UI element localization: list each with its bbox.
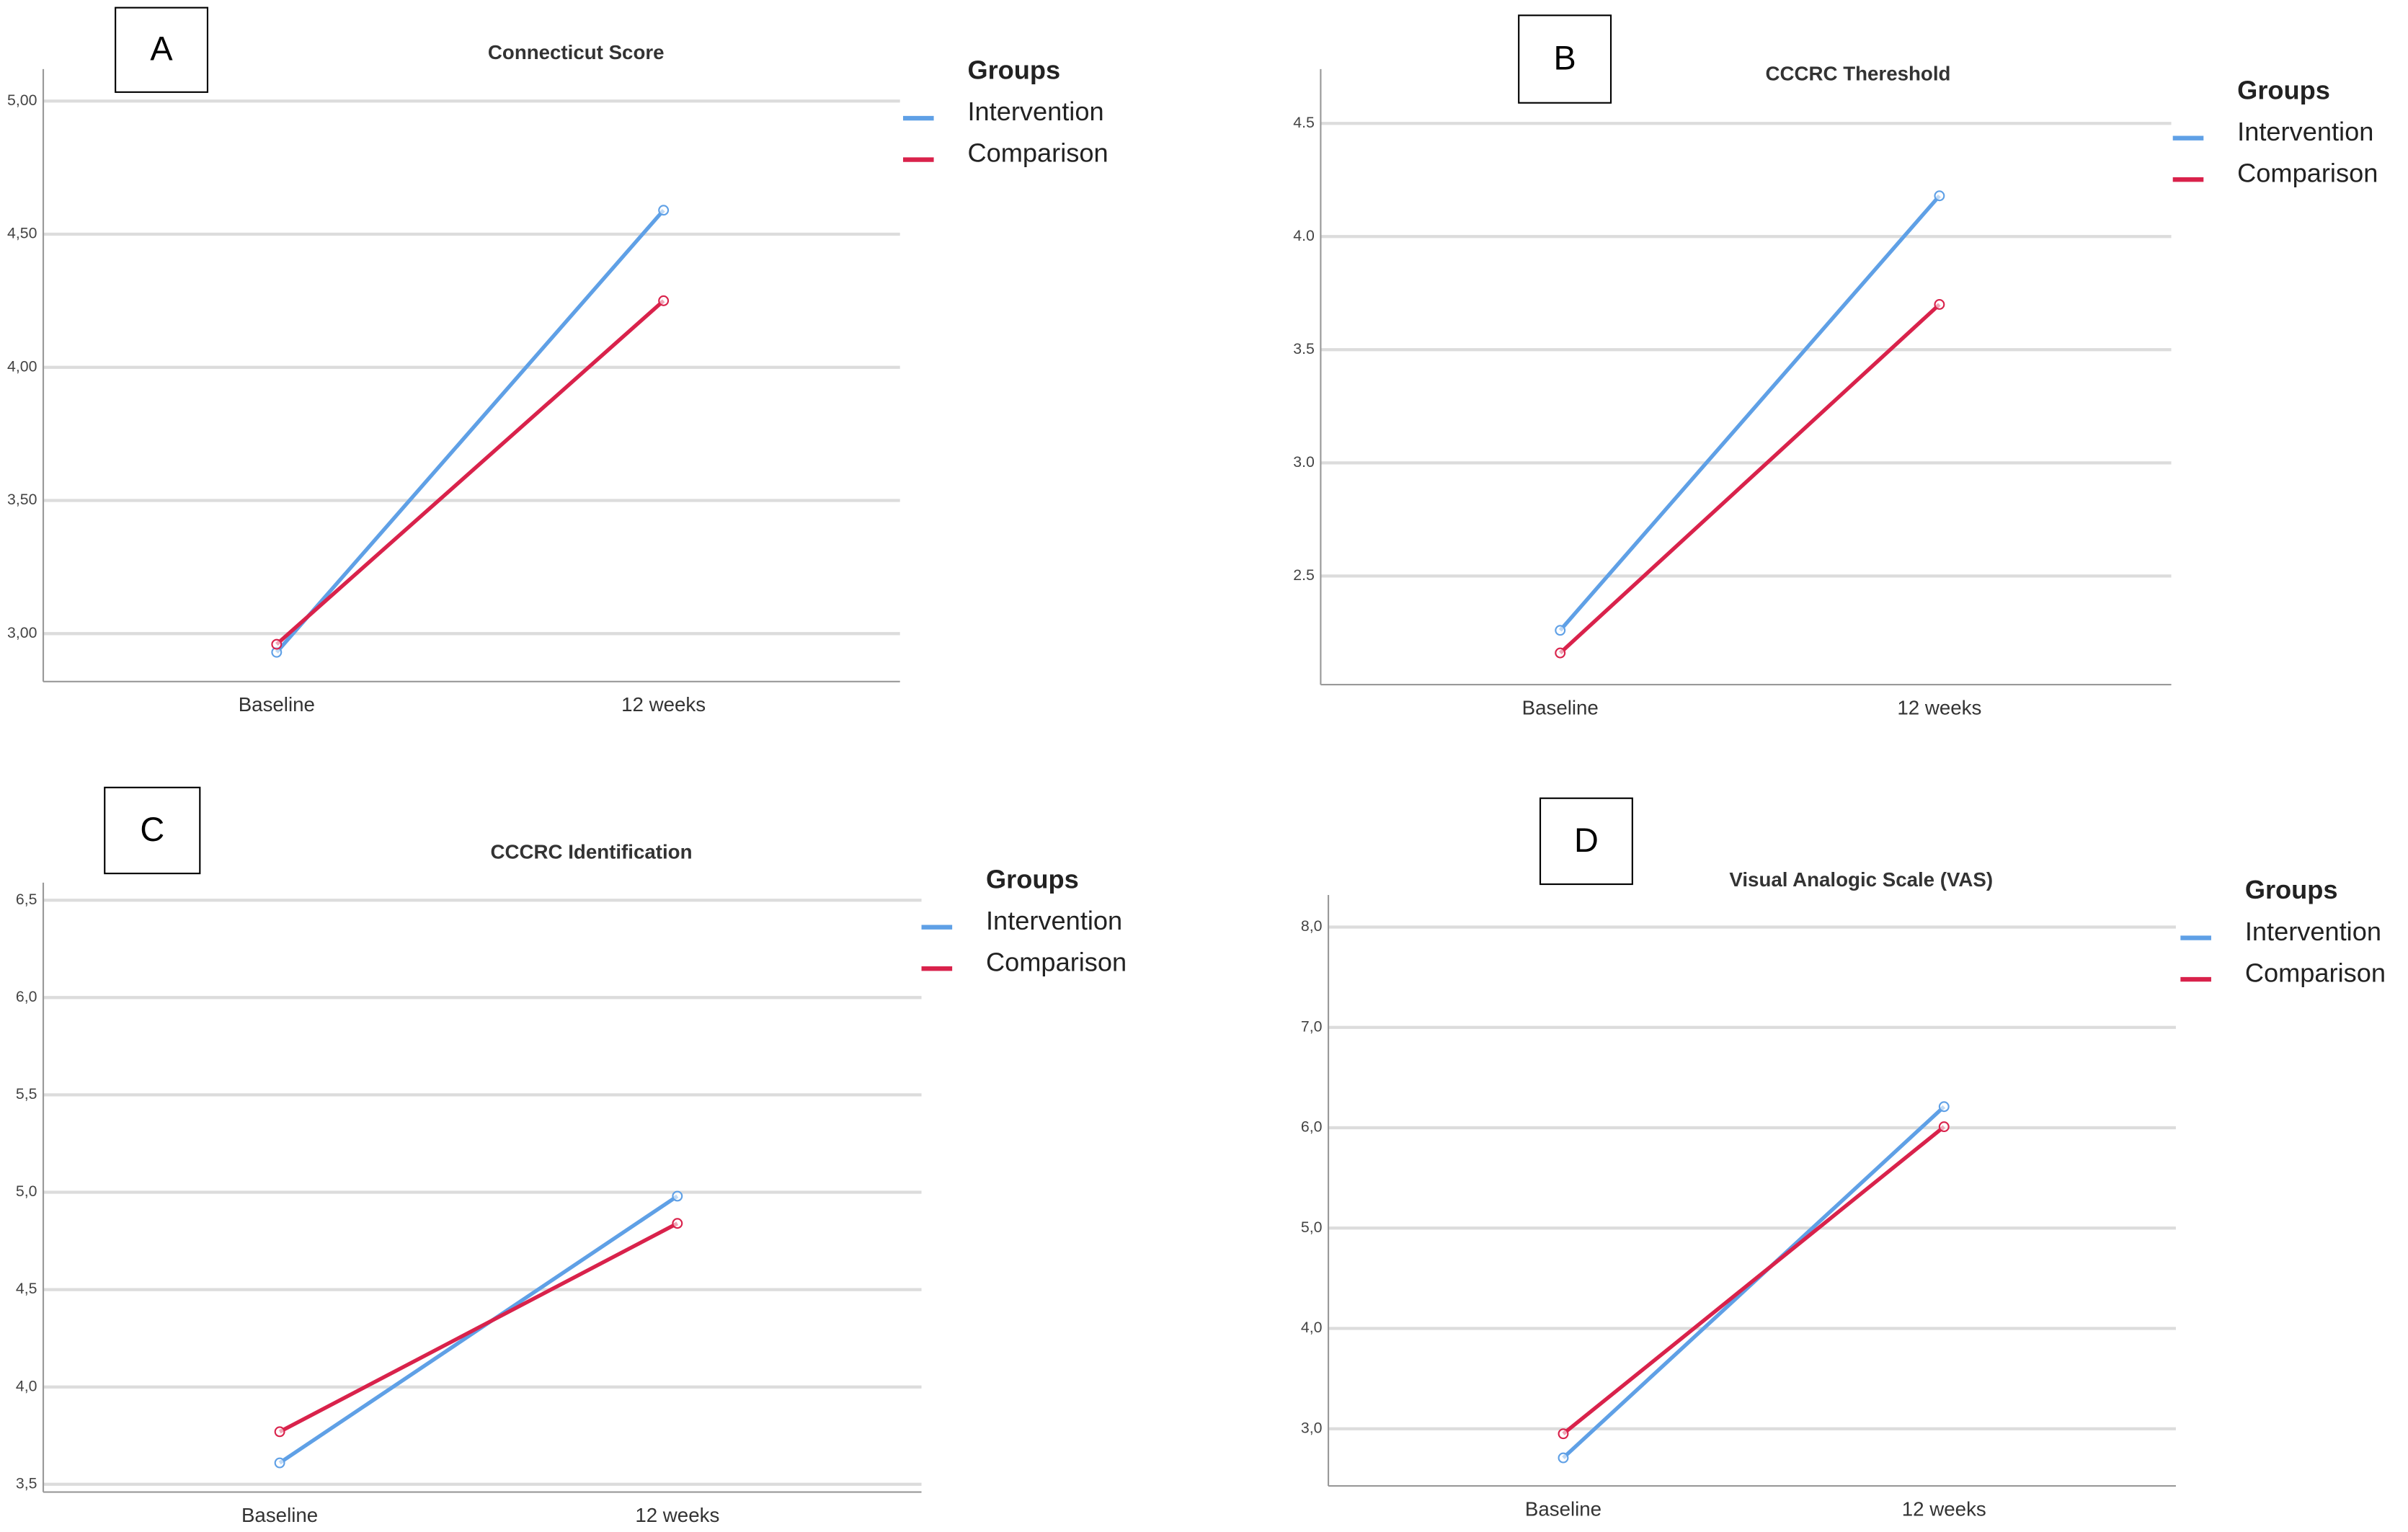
y-tick-label: 4.0 xyxy=(1293,227,1315,244)
chart-title: Visual Analogic Scale (VAS) xyxy=(1729,868,1993,891)
panel-box xyxy=(104,786,201,875)
data-point xyxy=(658,295,670,306)
data-point xyxy=(271,638,283,650)
x-tick-label: 12 weeks xyxy=(1902,1497,1986,1520)
data-point xyxy=(1558,1452,1569,1464)
panel-label: D xyxy=(1574,821,1599,859)
data-point xyxy=(1938,1101,1950,1113)
data-point xyxy=(1934,190,1945,202)
y-tick-label: 7,0 xyxy=(1301,1017,1323,1035)
series-line xyxy=(1562,1125,1945,1435)
legend-label: Comparison xyxy=(2245,958,2386,987)
panel-label: A xyxy=(150,30,173,68)
y-tick-label: 2.5 xyxy=(1293,566,1315,584)
legend-label: Intervention xyxy=(2237,117,2373,146)
y-tick-label: 4,0 xyxy=(1301,1319,1323,1336)
legend-label: Intervention xyxy=(967,97,1103,126)
legend-title: Groups xyxy=(986,864,1079,894)
y-tick-label: 4,50 xyxy=(7,225,37,242)
series-line xyxy=(1558,194,1941,632)
series-line xyxy=(1558,303,1941,655)
y-tick-label: 6,0 xyxy=(16,988,37,1005)
y-tick-label: 5,5 xyxy=(16,1085,37,1103)
x-tick-label: 12 weeks xyxy=(621,693,706,716)
series-line xyxy=(278,1221,679,1434)
data-point xyxy=(1938,1121,1950,1133)
legend-label: Intervention xyxy=(986,906,1122,935)
legend-title: Groups xyxy=(2237,75,2330,104)
x-tick-label: Baseline xyxy=(1525,1497,1601,1520)
data-point xyxy=(1555,625,1566,636)
y-tick-label: 3,5 xyxy=(16,1474,37,1492)
legend-label: Comparison xyxy=(967,138,1108,168)
data-point xyxy=(672,1190,683,1202)
series-line xyxy=(275,299,665,646)
panel-box xyxy=(1518,14,1612,104)
data-point xyxy=(274,1426,285,1438)
chart-title: CCCRC Identification xyxy=(491,841,693,863)
legend-title: Groups xyxy=(2245,875,2338,904)
panel-box xyxy=(1539,797,1633,886)
y-tick-label: 6,5 xyxy=(16,891,37,908)
y-tick-label: 3,0 xyxy=(1301,1419,1323,1436)
panel-box xyxy=(115,6,209,93)
y-tick-label: 3,00 xyxy=(7,624,37,641)
y-tick-label: 4,0 xyxy=(16,1377,37,1394)
legend-label: Comparison xyxy=(986,947,1127,976)
chart-title: CCCRC Thereshold xyxy=(1766,63,1951,85)
data-point xyxy=(1555,647,1566,659)
y-tick-label: 4,00 xyxy=(7,357,37,375)
legend-title: Groups xyxy=(967,55,1060,85)
panel-label: C xyxy=(140,811,164,848)
data-point xyxy=(1934,299,1945,310)
y-tick-label: 5,0 xyxy=(16,1183,37,1200)
x-tick-label: Baseline xyxy=(239,693,315,716)
series-line xyxy=(275,208,665,654)
legend-label: Comparison xyxy=(2237,158,2378,187)
y-tick-label: 3.5 xyxy=(1293,340,1315,357)
chart-title: Connecticut Score xyxy=(488,41,665,63)
x-tick-label: Baseline xyxy=(1522,696,1599,718)
data-point xyxy=(274,1457,285,1469)
y-tick-label: 4,5 xyxy=(16,1280,37,1297)
data-point xyxy=(672,1218,683,1229)
data-point xyxy=(1558,1428,1569,1440)
x-tick-label: 12 weeks xyxy=(1897,696,1981,718)
y-tick-label: 3,50 xyxy=(7,491,37,508)
y-tick-label: 4.5 xyxy=(1293,114,1315,131)
y-tick-label: 8,0 xyxy=(1301,917,1323,935)
y-tick-label: 3.0 xyxy=(1293,453,1315,471)
x-tick-label: 12 weeks xyxy=(635,1504,719,1526)
x-tick-label: Baseline xyxy=(241,1504,318,1526)
y-tick-label: 6,0 xyxy=(1301,1118,1323,1136)
y-tick-label: 5,00 xyxy=(7,92,37,109)
y-tick-label: 5,0 xyxy=(1301,1219,1323,1236)
legend-label: Intervention xyxy=(2245,917,2381,946)
panel-label: B xyxy=(1553,40,1576,77)
data-point xyxy=(658,205,670,216)
